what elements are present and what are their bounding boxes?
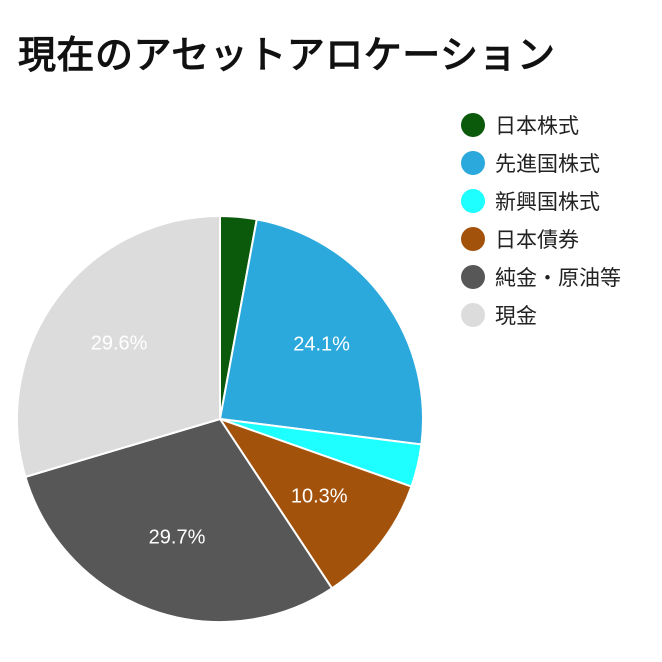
pie-slice-gold-oil: [24, 417, 334, 623]
legend-swatch: [461, 189, 485, 213]
legend-item: 日本債券: [461, 220, 621, 258]
legend-item: 日本株式: [461, 106, 621, 144]
legend-item: 新興国株式: [461, 182, 621, 220]
pie-slice-cash: [16, 214, 221, 479]
pie-labels: 24.1% 10.3% 29.7% 29.6%: [91, 333, 350, 549]
legend-swatch: [461, 303, 485, 327]
slice-label: 29.7%: [149, 526, 206, 548]
legend-label: 純金・原油等: [495, 266, 621, 290]
slice-label: 29.6%: [91, 333, 148, 355]
legend-item: 純金・原油等: [461, 258, 621, 296]
legend-item: 現金: [461, 296, 621, 334]
legend-label: 先進国株式: [495, 152, 600, 176]
pie-slice-japan-bonds: [217, 417, 413, 590]
legend-swatch: [461, 113, 485, 137]
legend-label: 日本株式: [495, 114, 579, 138]
slice-label: 24.1%: [293, 334, 350, 356]
chart-title: 現在のアセットアロケーション: [18, 33, 556, 77]
legend-label: 新興国株式: [495, 190, 600, 214]
slice-label: 10.3%: [291, 486, 348, 508]
pie-slice-developed-stocks: [218, 218, 424, 446]
pie-slices: [16, 214, 424, 623]
legend-swatch: [461, 151, 485, 175]
legend: 日本株式 先進国株式 新興国株式 日本債券 純金・原油等 現金: [461, 106, 621, 334]
legend-item: 先進国株式: [461, 144, 621, 182]
legend-label: 日本債券: [495, 228, 579, 252]
legend-label: 現金: [495, 304, 537, 328]
legend-swatch: [461, 227, 485, 251]
legend-swatch: [461, 265, 485, 289]
